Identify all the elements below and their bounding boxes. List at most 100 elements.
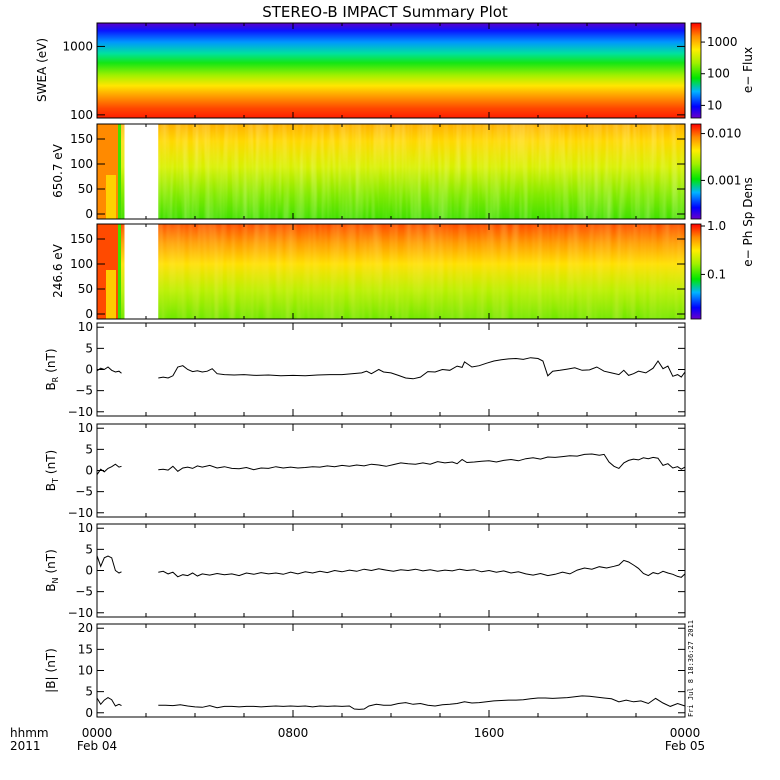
bn-ytick-label: 0: [85, 564, 93, 578]
swea-spectrogram: [97, 23, 685, 118]
br-frame: [96, 322, 686, 417]
swea-colorbar: [690, 22, 702, 119]
bn-ytick-label: 10: [78, 521, 93, 535]
pad650-ytick-label: 150: [70, 132, 93, 146]
bn-panel: −10 −5 0 5 10 BN (nT): [44, 521, 686, 620]
br-ytick-label: 10: [78, 320, 93, 334]
br-ylabel: BR (nT): [44, 348, 60, 390]
bn-ylabel: BN (nT): [44, 549, 60, 592]
br-ytick-label: 5: [85, 341, 93, 355]
bn-series-line: [158, 559, 686, 578]
pad650-ytick-label: 50: [78, 182, 93, 196]
pad650-early-edge: [118, 124, 121, 219]
pad246-colorbar: [690, 223, 702, 320]
x-tick-label: 0000: [670, 726, 701, 740]
bmag-series-line: [96, 697, 122, 707]
pad246-cbar-tick-label: 0.1: [707, 267, 726, 281]
br-ylabel-sub: R: [51, 376, 60, 382]
pad246-data-gap: [124, 224, 159, 319]
bt-series-line: [96, 463, 122, 475]
pad246-early-edge: [118, 224, 121, 319]
pad650-texture: [97, 124, 685, 219]
bmag-ytick-label: 0: [85, 706, 93, 720]
pad246-ylabel: 246.6 eV: [51, 243, 65, 298]
x-tick-label: 1600: [474, 726, 505, 740]
pad246-ytick-label: 150: [70, 232, 93, 246]
br-series-line: [158, 357, 686, 380]
bn-series-line: [96, 555, 122, 574]
pad246-ytick-label: 100: [70, 257, 93, 271]
bn-ytick-label: −5: [75, 585, 93, 599]
br-ylabel-main: B: [44, 382, 58, 390]
swea-colorbar-ticks: 10 100 1000: [701, 35, 738, 112]
bt-panel: −10 −5 0 5 10 BT (nT): [44, 421, 686, 520]
bt-ytick-label: −10: [68, 506, 93, 520]
pad-colorbar-label: e− Ph Sp Dens: [741, 177, 755, 266]
bmag-ylabel-unit: (nT): [44, 648, 58, 672]
swea-cbar-tick-label: 1000: [707, 35, 738, 49]
br-ytick-label: −10: [68, 405, 93, 419]
br-ytick-label: 0: [85, 363, 93, 377]
pad650-early-mid: [106, 175, 116, 219]
bt-series-line: [158, 453, 686, 472]
bmag-frame: [96, 623, 686, 718]
pad650-data-gap: [124, 124, 159, 219]
br-series-line: [96, 366, 122, 374]
bt-ylabel-main: B: [44, 483, 58, 491]
pad246-spectrogram-panel: 0 50 100 150 246.6 eV 0.1 1.0: [51, 219, 726, 321]
x-tick-label: 0000: [82, 726, 113, 740]
bmag-panel: 0 5 10 15 20 |B| (nT): [44, 621, 686, 720]
x-tick-date: Feb 05: [665, 739, 705, 753]
br-ylabel-unit: (nT): [44, 348, 58, 372]
swea-cbar-tick-label: 10: [707, 98, 722, 112]
br-panel: −10 −5 0 5 10 BR (nT): [44, 320, 686, 419]
x-prefix-hhmm: hhmm: [10, 726, 49, 740]
br-ytick-label: −5: [75, 384, 93, 398]
pad650-cbar-tick-label: 0.001: [707, 173, 741, 187]
x-tick-label: 0800: [278, 726, 309, 740]
pad650-spectrogram-panel: 0 50 100 150 650.7 eV 0.001 0.010: [51, 123, 741, 221]
pad246-ytick-label: 50: [78, 282, 93, 296]
pad246-y-axis: 0 50 100 150: [70, 224, 686, 321]
bt-ytick-label: 0: [85, 464, 93, 478]
bmag-series-line: [158, 695, 686, 710]
bmag-ylabel: |B| (nT): [44, 648, 58, 693]
swea-ytick-label: 100: [70, 108, 93, 122]
swea-ytick-label: 1000: [62, 39, 93, 53]
pad246-early-mid: [106, 270, 116, 319]
bmag-ylabel-main: |B|: [44, 676, 58, 692]
generation-timestamp: Fri Jul 8 18:36:27 2011: [687, 620, 695, 717]
bn-ytick-label: 5: [85, 542, 93, 556]
pad246-cbar-tick-label: 1.0: [707, 219, 726, 233]
pad246-texture: [97, 224, 685, 319]
swea-spectrogram-panel: 100 1000 SWEA (eV) 10 100 1000 e− Flux: [35, 22, 755, 122]
bmag-ytick-label: 20: [78, 621, 93, 635]
pad650-ytick-label: 100: [70, 157, 93, 171]
pad650-colorbar: [690, 123, 702, 220]
bn-ylabel-unit: (nT): [44, 549, 58, 573]
bt-frame: [96, 423, 686, 518]
swea-cbar-tick-label: 100: [707, 67, 730, 81]
bmag-ytick-label: 5: [85, 685, 93, 699]
x-tick-date: Feb 04: [77, 739, 117, 753]
swea-colorbar-label: e− Flux: [741, 47, 755, 93]
bmag-ytick-label: 15: [78, 642, 93, 656]
x-prefix-year: 2011: [10, 739, 41, 753]
bn-ylabel-sub: N: [51, 578, 60, 584]
bt-ytick-label: −5: [75, 485, 93, 499]
plot-title: STEREO-B IMPACT Summary Plot: [262, 3, 508, 21]
swea-y-axis: 100 1000: [62, 23, 686, 122]
pad650-ytick-label: 0: [85, 207, 93, 221]
bt-ylabel: BT (nT): [44, 450, 60, 491]
bt-ylabel-sub: T: [51, 478, 60, 484]
pad650-y-axis: 0 50 100 150: [70, 124, 686, 221]
swea-ylabel: SWEA (eV): [35, 38, 49, 102]
magnetic-field-panels: −10−50510BR(nT)−10−50510BT(nT)−10−50510B…: [44, 320, 686, 720]
bn-ylabel-main: B: [44, 584, 58, 592]
bt-ylabel-unit: (nT): [44, 450, 58, 474]
pad650-cbar-tick-label: 0.010: [707, 127, 741, 141]
pad246-colorbar-ticks: 0.1 1.0: [701, 219, 726, 281]
bmag-ytick-label: 10: [78, 664, 93, 678]
pad246-ytick-label: 0: [85, 307, 93, 321]
